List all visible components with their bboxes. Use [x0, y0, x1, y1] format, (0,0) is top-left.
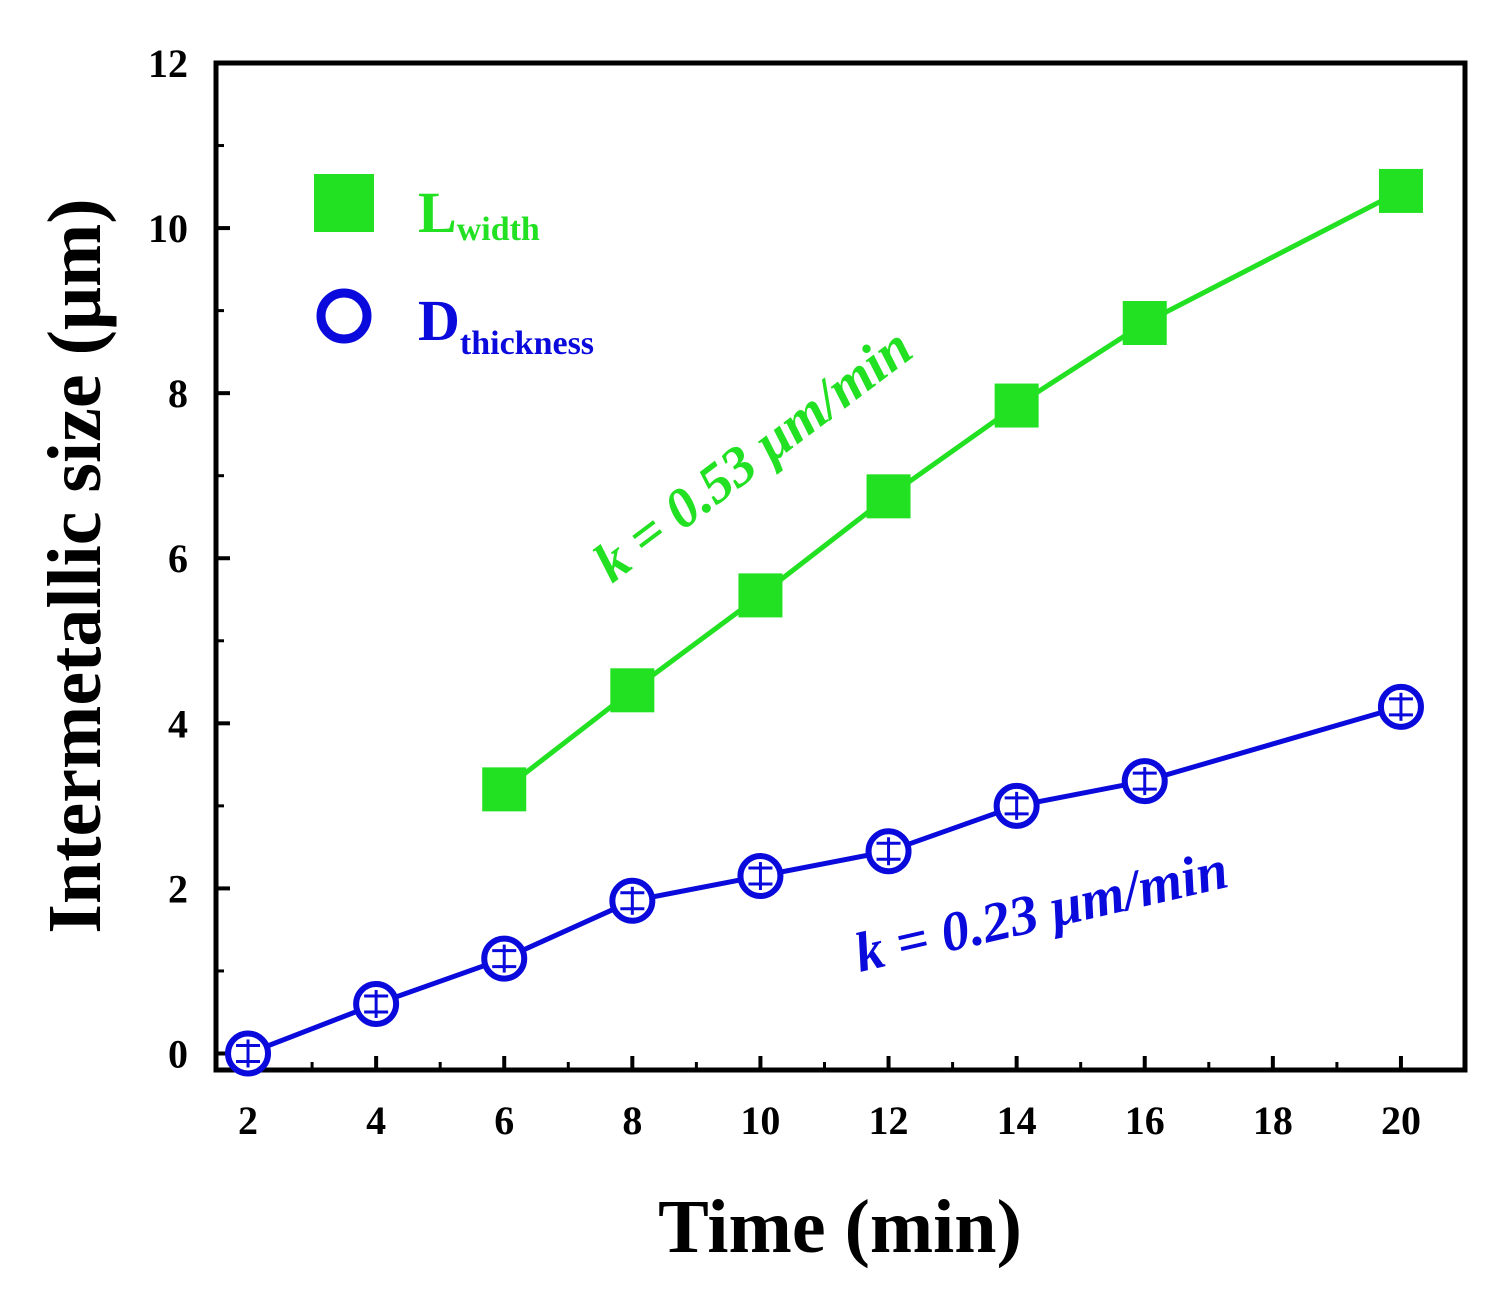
series-layer [225, 168, 1424, 1077]
y-tick-label: 4 [168, 701, 188, 746]
y-tick-label: 2 [168, 866, 188, 911]
slope-l-text: = 0.53 μm/min [605, 316, 924, 578]
legend-marker-l-width [314, 174, 374, 232]
x-tick-label: 16 [1125, 1098, 1165, 1143]
legend-label-d-thickness: Dthickness [418, 288, 594, 362]
x-tick-label: 12 [869, 1098, 909, 1143]
x-tick-label: 20 [1381, 1098, 1421, 1143]
slope-d-text: = 0.23 μm/min [876, 839, 1233, 979]
x-tick-label: 4 [366, 1098, 386, 1143]
series-d-thickness [225, 683, 1424, 1077]
legend-d-main: D [418, 288, 460, 353]
y-tick-label: 12 [148, 41, 188, 86]
x-tick-label: 8 [622, 1098, 642, 1143]
x-tick-label: 2 [238, 1098, 258, 1143]
plot-frame [213, 60, 1468, 1073]
x-tick-label: 6 [494, 1098, 514, 1143]
data-point [866, 474, 911, 519]
data-point [1122, 301, 1167, 346]
x-tick-label: 18 [1253, 1098, 1293, 1143]
y-tick-labels: 0 2 4 6 8 10 12 [148, 41, 188, 1076]
legend-label-l-width: Lwidth [418, 180, 540, 248]
x-tick-label: 10 [740, 1098, 780, 1143]
legend-d-sub: thickness [460, 325, 594, 362]
x-axis-title: Time (min) [658, 1185, 1022, 1269]
data-point [610, 668, 655, 713]
y-tick-label: 8 [168, 371, 188, 416]
data-point [994, 383, 1039, 428]
series-l-width [482, 168, 1423, 812]
data-point [738, 573, 783, 618]
y-tick-label: 10 [148, 206, 188, 251]
x-tick-labels: 2 4 6 8 10 12 14 16 18 20 [238, 1098, 1421, 1143]
x-tick-label: 14 [997, 1098, 1037, 1143]
y-tick-label: 0 [168, 1031, 188, 1076]
data-point [1378, 168, 1423, 213]
legend-marker-d-thickness [316, 288, 372, 344]
y-axis-title: Intermetallic size (μm) [33, 198, 117, 933]
y-tick-label: 6 [168, 536, 188, 581]
legend-l-main: L [418, 180, 457, 245]
legend: Lwidth Dthickness [314, 174, 594, 362]
data-point [482, 767, 527, 812]
slope-annotation-l-width: k = 0.53 μm/min [583, 316, 924, 594]
axis-ticks [216, 61, 1403, 1070]
legend-l-sub: width [457, 211, 540, 248]
